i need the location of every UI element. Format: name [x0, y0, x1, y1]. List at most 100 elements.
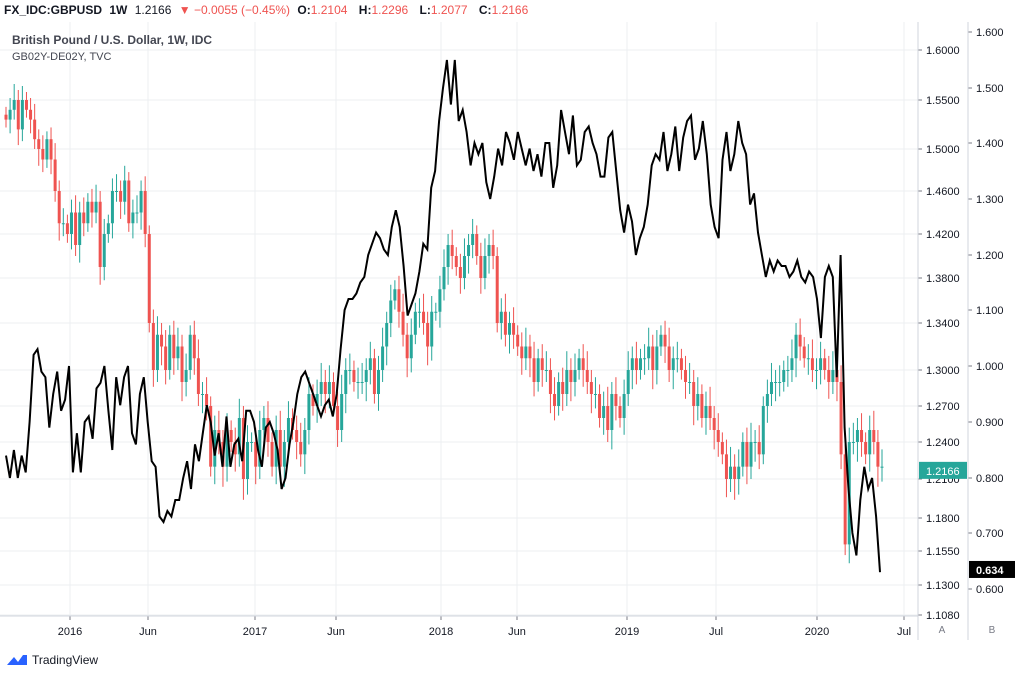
candle-body: [135, 212, 139, 214]
candle-body: [733, 466, 737, 479]
gb02y-de02y-line: [5, 59, 881, 573]
overlay-series-legend[interactable]: GB02Y-DE02Y, TVC: [12, 51, 112, 63]
scale-b-button[interactable]: B: [988, 625, 996, 636]
candle-body: [749, 442, 753, 467]
candle-body: [495, 256, 499, 323]
candle-body: [115, 191, 119, 192]
time-axis[interactable]: 2016 Jun 2017 Jun 2018 Jun 2019 Jul 2020 Jul: [58, 616, 911, 638]
candle-body: [774, 382, 778, 383]
symbol-name[interactable]: FX_IDC:GBPUSD: [4, 3, 103, 17]
candle-body: [487, 245, 491, 256]
candle-body: [8, 109, 12, 120]
candle-body: [180, 346, 184, 382]
axis-b-tick-5: 1.100: [976, 305, 1004, 317]
time-tick-0: 2016: [58, 626, 82, 638]
candle-body: [53, 159, 57, 191]
candle-body: [643, 358, 647, 360]
candle-body: [823, 358, 827, 370]
axis-a-tick-13: 1.1300: [926, 580, 960, 592]
candle-body: [94, 201, 98, 213]
axis-a-tick-12: 1.1550: [926, 546, 960, 558]
candle-body: [69, 212, 73, 234]
candle-body: [589, 382, 593, 394]
candle-body: [471, 234, 475, 245]
candle-body: [688, 382, 692, 383]
candle-body: [331, 382, 335, 406]
candle-body: [258, 430, 262, 467]
axis-b-tick-9: 0.700: [976, 528, 1004, 540]
candle-body: [618, 406, 622, 418]
high-value: H:1.2296: [359, 3, 412, 17]
candle-body: [585, 370, 589, 382]
candle-body: [512, 323, 516, 335]
tradingview-branding[interactable]: TradingView: [6, 653, 98, 667]
price-axis-a[interactable]: 1.6000 1.5500 1.5000 1.4600 1.4200 1.3800 1.34…: [918, 45, 960, 622]
candle-body: [430, 311, 434, 347]
candle-body: [389, 300, 393, 323]
time-tick-2: 2017: [243, 626, 267, 638]
candle-body: [24, 100, 28, 110]
candle-body: [246, 442, 250, 479]
candle-body: [794, 334, 798, 359]
close-value: C:1.2166: [479, 3, 532, 17]
last-price-badge-bg: [919, 461, 967, 479]
axis-b-tick-0: 1.600: [976, 27, 1004, 39]
price-axis-b[interactable]: 1.600 1.500 1.400 1.300 1.200 1.100 1.000 0.900…: [968, 27, 1004, 596]
candle-body: [360, 382, 364, 383]
candle-body: [323, 382, 327, 394]
candle-body: [507, 323, 511, 335]
candle-body: [638, 358, 642, 370]
candle-body: [745, 442, 749, 467]
high-label: H:: [358, 3, 372, 17]
candle-body: [127, 180, 131, 224]
candle-body: [372, 358, 376, 394]
axis-a-tick-14: 1.1080: [926, 610, 960, 622]
candle-body: [475, 234, 479, 256]
candle-body: [160, 334, 164, 347]
candle-body: [348, 370, 352, 371]
axis-b-tick-8: 0.800: [976, 473, 1004, 485]
candle-body: [147, 234, 151, 323]
candle-body: [540, 358, 544, 370]
candle-body: [868, 430, 872, 455]
candle-body: [532, 358, 536, 382]
candle-body: [761, 406, 765, 455]
candle-body: [74, 212, 78, 245]
candle-body: [286, 418, 290, 442]
candle-body: [434, 311, 438, 313]
time-tick-1: Jun: [139, 626, 157, 638]
candle-body: [368, 358, 372, 370]
candle-body: [90, 201, 94, 213]
scale-a-button[interactable]: A: [938, 625, 946, 636]
axis-b-tick-4: 1.200: [976, 250, 1004, 262]
candle-body: [614, 394, 618, 406]
candle-body: [164, 346, 168, 370]
candle-body: [724, 454, 728, 479]
candle-body: [622, 394, 626, 418]
candle-body: [491, 245, 495, 256]
candle-body: [704, 406, 708, 418]
candle-body: [12, 100, 16, 110]
candle-body: [819, 358, 823, 370]
candle-body: [168, 334, 172, 370]
candle-body: [561, 382, 565, 394]
candle-body: [200, 394, 204, 395]
time-tick-9: Jul: [897, 626, 911, 638]
interval-label[interactable]: 1W: [109, 3, 128, 17]
last-value-badges: 1.2166 0.634: [919, 461, 1015, 578]
candle-body: [143, 191, 147, 234]
main-series-legend[interactable]: British Pound / U.S. Dollar, 1W, IDC: [12, 33, 213, 47]
last-price-badge: 1.2166: [926, 466, 960, 478]
candle-body: [192, 334, 196, 359]
candle-body: [602, 406, 606, 418]
candle-body: [139, 191, 143, 213]
candle-body: [630, 358, 634, 370]
candle-body: [593, 394, 597, 395]
candle-body: [782, 370, 786, 382]
candle-body: [282, 442, 286, 467]
candle-body: [442, 267, 446, 290]
candle-body: [810, 358, 814, 370]
candle-body: [679, 358, 683, 370]
candle-body: [692, 382, 696, 406]
